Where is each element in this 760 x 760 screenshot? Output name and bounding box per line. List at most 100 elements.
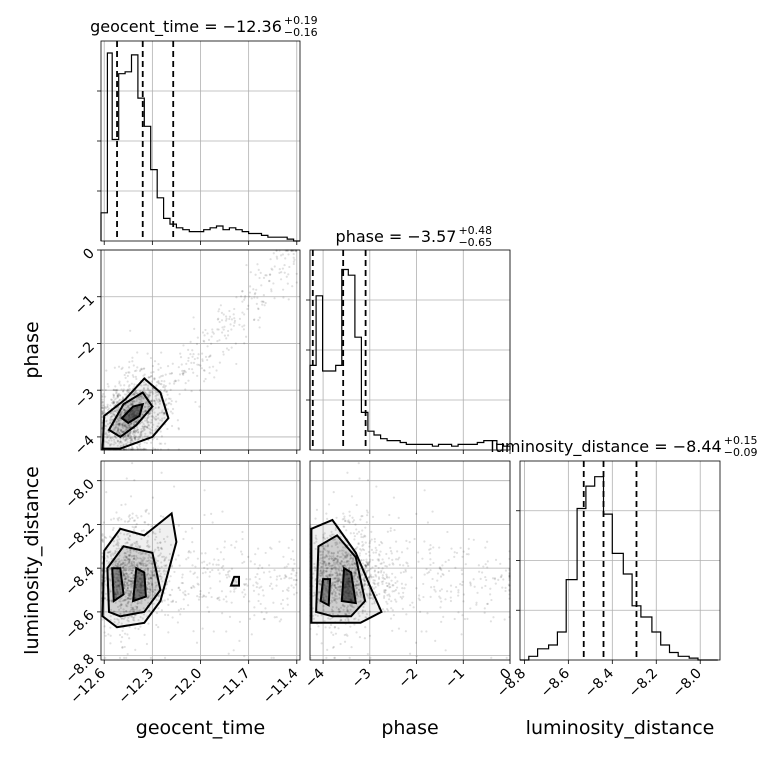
scatter-point — [138, 601, 141, 604]
scatter-point — [147, 412, 151, 416]
scatter-point — [125, 393, 128, 396]
scatter-point — [500, 574, 503, 577]
scatter-point — [163, 559, 166, 562]
scatter-point — [254, 553, 257, 556]
scatter-point — [127, 568, 130, 571]
scatter-point — [115, 511, 118, 514]
scatter-point — [123, 568, 126, 571]
scatter-point — [283, 566, 286, 569]
scatter-point — [129, 584, 132, 587]
x-tick-label: −8.4 — [582, 665, 617, 700]
scatter-point — [122, 435, 125, 439]
scatter-point — [211, 521, 214, 524]
label-layer: geocent_time phase luminosity_distancephas… — [21, 14, 757, 739]
scatter-point — [434, 639, 437, 642]
scatter-point — [493, 577, 497, 580]
scatter-point — [132, 429, 135, 433]
scatter-point — [183, 593, 186, 596]
x-axis-label-geocent_time: geocent_time — [136, 717, 265, 739]
scatter-point — [482, 565, 485, 568]
scatter-point — [253, 296, 256, 299]
scatter-point — [166, 427, 169, 431]
scatter-point — [139, 550, 142, 554]
scatter-point — [128, 592, 131, 595]
scatter-point — [117, 423, 121, 426]
scatter-point — [504, 589, 507, 593]
scatter-point — [137, 572, 141, 575]
scatter-point — [174, 400, 178, 403]
scatter-point — [177, 586, 180, 590]
scatter-point — [367, 569, 371, 572]
scatter-point — [110, 398, 113, 402]
scatter-point — [154, 395, 157, 398]
scatter-point — [190, 361, 193, 364]
scatter-point — [143, 425, 146, 428]
scatter-point — [232, 324, 235, 327]
scatter-point — [154, 401, 157, 404]
scatter-point — [368, 545, 371, 548]
scatter-point — [116, 396, 119, 399]
scatter-point — [153, 360, 157, 363]
scatter-point — [134, 525, 138, 529]
scatter-point — [194, 400, 197, 404]
scatter-point — [123, 393, 126, 396]
scatter-point — [489, 593, 492, 596]
scatter-point — [417, 560, 420, 563]
scatter-point — [373, 570, 376, 573]
scatter-point — [174, 558, 177, 561]
scatter-point — [114, 562, 117, 565]
scatter-point — [232, 313, 235, 316]
scatter-point — [142, 563, 145, 567]
scatter-point — [459, 546, 462, 549]
scatter-point — [389, 617, 393, 620]
scatter-point — [140, 585, 143, 588]
scatter-point — [101, 388, 104, 392]
scatter-point — [385, 600, 388, 603]
scatter-point — [399, 595, 402, 599]
scatter-point — [155, 384, 158, 387]
scatter-point — [469, 581, 472, 584]
scatter-point — [151, 588, 155, 591]
scatter-point — [146, 414, 149, 417]
scatter-point — [218, 580, 222, 583]
scatter-point — [123, 424, 126, 427]
scatter-point — [128, 558, 131, 561]
y-tick-label: −4 — [72, 432, 98, 458]
scatter-point — [461, 580, 464, 583]
scatter-point — [153, 550, 156, 553]
scatter-point — [116, 534, 119, 537]
scatter-point — [169, 594, 172, 597]
scatter-point — [394, 540, 398, 543]
scatter-point — [372, 581, 375, 584]
scatter-point — [144, 552, 147, 555]
scatter-point — [125, 656, 128, 659]
scatter-point — [160, 379, 163, 383]
scatter-point — [139, 398, 142, 401]
scatter-point — [136, 607, 139, 610]
scatter-point — [292, 252, 295, 256]
scatter-point — [382, 571, 386, 574]
scatter-point — [136, 445, 139, 449]
scatter-point — [377, 566, 380, 570]
scatter-point — [454, 566, 457, 569]
scatter-point — [472, 578, 475, 581]
scatter-point — [415, 512, 418, 515]
scatter-point — [131, 512, 134, 515]
scatter-point — [113, 401, 116, 405]
scatter-point — [129, 580, 132, 583]
scatter-point — [131, 403, 134, 406]
scatter-point — [375, 549, 378, 552]
scatter-point — [161, 555, 164, 558]
scatter-point — [115, 564, 118, 568]
panel-title-geocent_time: geocent_time = −12.36 +0.19−0.16 — [90, 14, 318, 39]
scatter-point — [218, 320, 221, 324]
scatter-point — [124, 435, 127, 438]
scatter-point — [125, 556, 128, 559]
scatter-point — [191, 527, 194, 530]
scatter-point — [204, 355, 208, 358]
scatter-point — [190, 586, 193, 589]
scatter-point — [160, 547, 163, 550]
scatter-point — [166, 365, 170, 368]
scatter-point — [117, 419, 120, 422]
scatter-point — [112, 540, 116, 543]
